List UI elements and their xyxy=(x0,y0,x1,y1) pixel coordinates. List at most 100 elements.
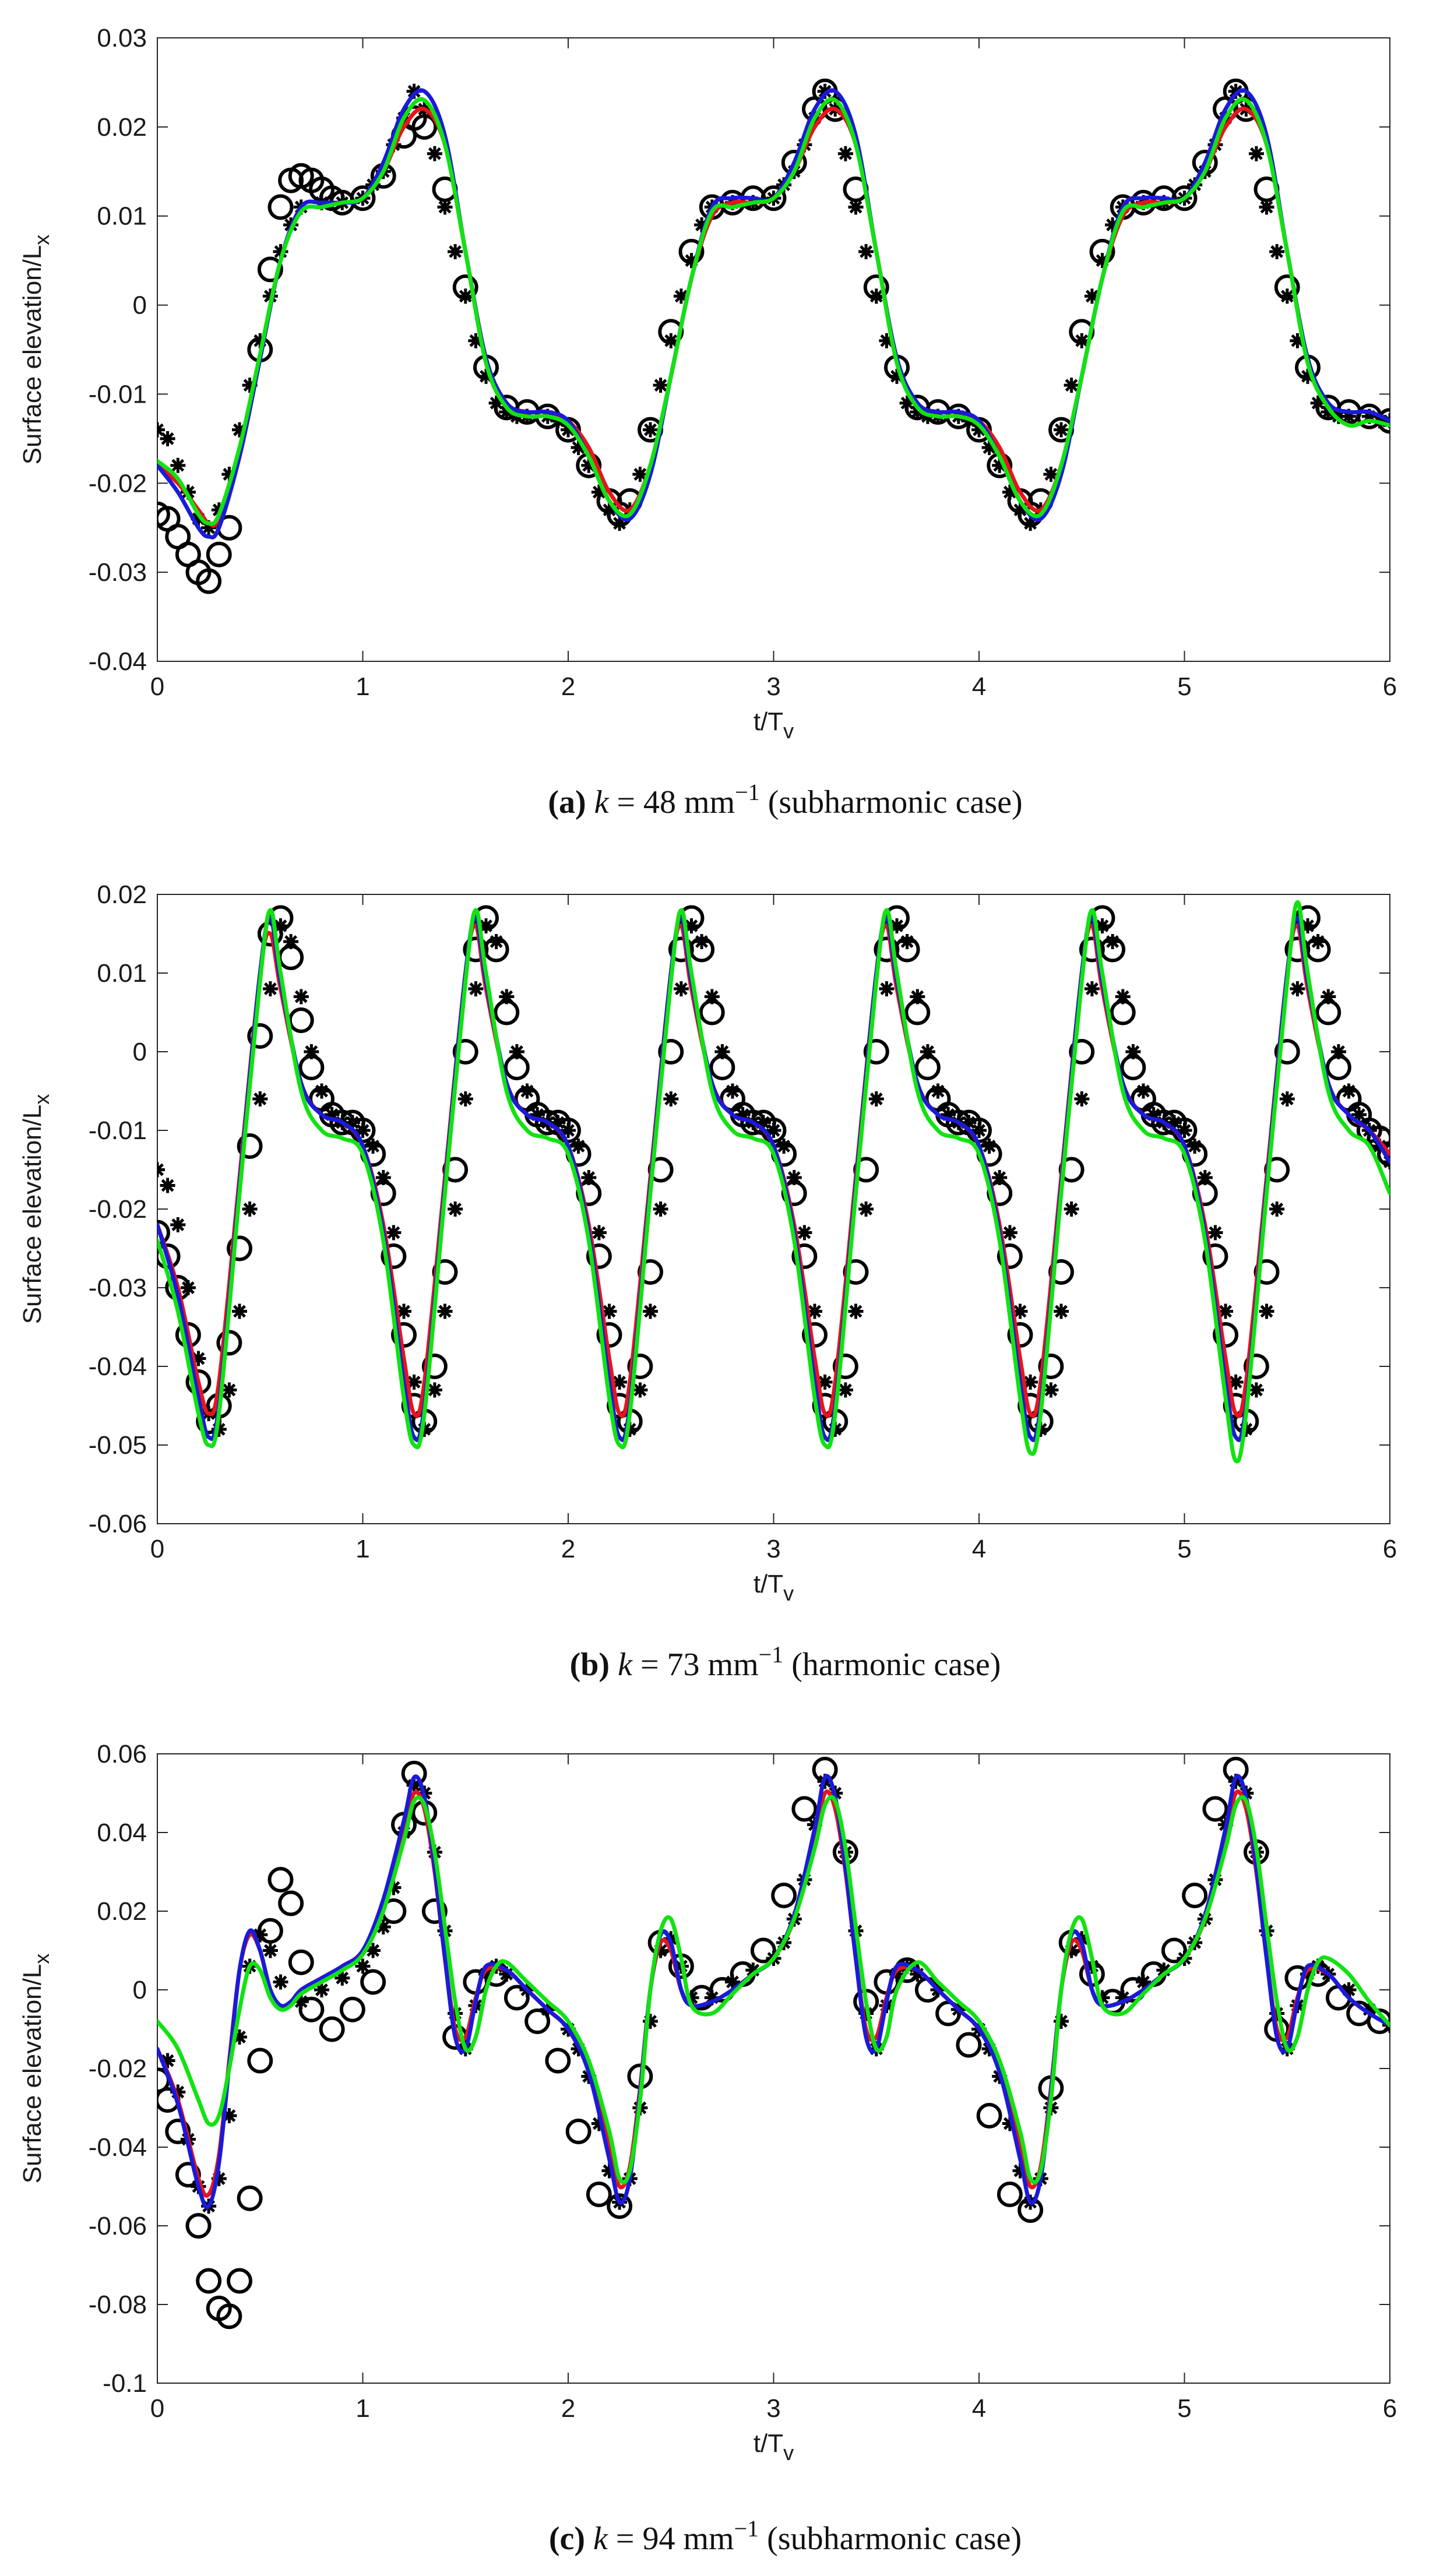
star-marker xyxy=(910,1967,925,1982)
circle-marker xyxy=(832,1354,858,1379)
series-line-model-green xyxy=(157,900,1390,1464)
x-tick-label: 3 xyxy=(766,672,780,701)
x-tick-label: 2 xyxy=(561,1535,575,1563)
series-line-model-green xyxy=(157,1795,1390,2185)
circle-marker xyxy=(1182,1883,1208,1908)
circle-marker xyxy=(216,2303,242,2330)
circle-marker xyxy=(157,1220,170,1246)
star-marker xyxy=(601,2163,617,2179)
star-marker xyxy=(889,918,904,933)
star-marker xyxy=(478,1967,494,1982)
star-marker xyxy=(191,1351,206,1366)
circle-marker xyxy=(504,1985,530,2011)
panel-caption: (c) k = 94 mm−1 (subharmonic case) xyxy=(549,2515,1022,2557)
star-marker xyxy=(1054,2014,1069,2029)
y-tick-label: -0.1 xyxy=(103,2369,147,2398)
circle-marker xyxy=(976,2103,1002,2129)
star-marker xyxy=(581,457,597,473)
y-tick-label: -0.06 xyxy=(89,2212,147,2240)
star-marker xyxy=(1228,83,1244,99)
circle-marker xyxy=(288,1949,314,1975)
circle-marker xyxy=(586,2182,612,2207)
y-axis-label: Surface elevation/Lx xyxy=(18,1094,54,1324)
star-marker xyxy=(1290,333,1305,348)
circle-marker xyxy=(1069,1039,1095,1065)
star-marker xyxy=(262,981,278,996)
star-marker xyxy=(386,1880,402,1895)
star-marker xyxy=(992,457,1008,473)
star-marker xyxy=(622,1422,638,1437)
x-tick-label: 4 xyxy=(972,2394,986,2423)
star-marker xyxy=(1012,1303,1028,1319)
star-marker xyxy=(314,1083,329,1099)
star-marker xyxy=(1279,288,1295,304)
star-marker xyxy=(1084,288,1100,304)
star-marker xyxy=(1043,1382,1059,1398)
circle-marker xyxy=(278,1890,304,1916)
star-marker xyxy=(365,1139,381,1154)
star-marker xyxy=(612,516,628,531)
circle-marker xyxy=(247,2048,273,2074)
star-marker xyxy=(1228,1375,1244,1390)
star-marker xyxy=(643,422,658,438)
star-marker xyxy=(1074,333,1090,348)
circle-marker xyxy=(421,1354,448,1379)
star-marker xyxy=(817,83,833,99)
star-marker xyxy=(714,1044,730,1059)
x-tick-label: 0 xyxy=(150,1535,164,1563)
circle-marker xyxy=(1202,1243,1228,1269)
star-marker xyxy=(344,1115,360,1130)
y-tick-label: -0.08 xyxy=(89,2290,147,2319)
y-axis-label: Surface elevation/Lx xyxy=(18,235,54,465)
star-marker xyxy=(1187,1139,1203,1154)
star-marker xyxy=(673,288,689,304)
circle-marker xyxy=(956,2032,982,2058)
star-marker xyxy=(643,2014,658,2029)
star-marker xyxy=(191,511,206,527)
star-marker xyxy=(478,918,494,933)
star-marker xyxy=(848,1303,864,1319)
x-tick-label: 6 xyxy=(1383,1535,1397,1563)
star-marker xyxy=(725,1083,740,1099)
star-marker xyxy=(1002,2116,1017,2131)
x-tick-label: 0 xyxy=(150,672,164,701)
star-marker xyxy=(437,199,453,215)
star-marker xyxy=(1361,408,1377,424)
star-marker xyxy=(848,199,864,215)
star-marker xyxy=(1341,1083,1357,1099)
circle-marker xyxy=(1161,1937,1187,1964)
star-marker xyxy=(427,146,442,161)
star-marker xyxy=(1094,1990,1110,2006)
star-marker xyxy=(643,1303,658,1319)
star-marker xyxy=(160,1178,175,1193)
panel-caption: (b) k = 73 mm−1 (harmonic case) xyxy=(570,1641,1001,1683)
star-marker xyxy=(1321,989,1336,1005)
star-marker xyxy=(530,1107,545,1122)
star-marker xyxy=(1064,1943,1079,1958)
star-marker xyxy=(1341,1982,1357,1997)
y-tick-label: 0 xyxy=(133,1038,147,1066)
star-marker xyxy=(314,1982,329,1997)
y-tick-label: -0.01 xyxy=(89,1116,147,1145)
x-tick-label: 6 xyxy=(1383,672,1397,701)
circle-marker xyxy=(1367,2008,1390,2034)
circle-marker xyxy=(791,1243,818,1269)
y-tick-label: -0.02 xyxy=(89,2055,147,2083)
circle-marker xyxy=(997,1243,1023,1269)
circle-marker xyxy=(165,2119,191,2144)
star-marker xyxy=(910,989,925,1005)
star-marker xyxy=(694,934,710,949)
star-marker xyxy=(1330,408,1346,424)
circle-marker xyxy=(339,1996,365,2022)
star-marker xyxy=(766,1123,781,1138)
circle-marker xyxy=(1274,1039,1300,1065)
star-marker xyxy=(684,918,699,933)
star-marker xyxy=(170,2084,186,2100)
star-marker xyxy=(499,989,515,1005)
star-marker xyxy=(448,244,463,259)
circle-marker xyxy=(196,568,222,594)
star-marker xyxy=(879,333,895,348)
y-tick-label: -0.03 xyxy=(89,558,147,587)
circle-marker xyxy=(586,1243,612,1269)
star-marker xyxy=(406,83,422,99)
